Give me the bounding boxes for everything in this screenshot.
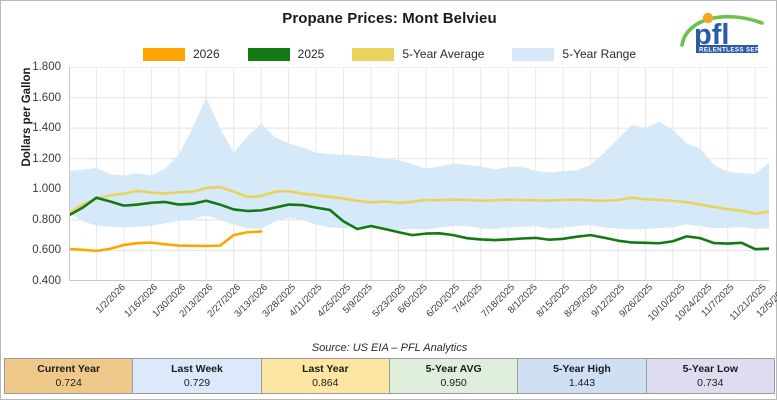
- legend-swatch-icon: [142, 47, 185, 61]
- stat-value: 0.724: [55, 377, 82, 389]
- x-axis-ticks: 1/2/2026 1/16/2026 1/30/2026 2/13/2026 2/27/…: [69, 282, 777, 344]
- y-tick-label: 1.000: [32, 183, 61, 196]
- five-year-range-band: [69, 97, 769, 230]
- stat-cell-current-year: Current Year 0.724: [5, 359, 134, 393]
- stat-label: Last Week: [171, 363, 223, 375]
- logo-tagline: RELENTLESS SERVICE: [699, 47, 768, 54]
- logo-dot-icon: [702, 12, 714, 24]
- legend-item-5-year-average[interactable]: 5-Year Average: [352, 47, 484, 61]
- stat-value: 0.734: [697, 377, 724, 389]
- y-tick-label: 1.600: [32, 91, 61, 104]
- stat-cell-last-week: Last Week 0.729: [133, 359, 262, 393]
- legend-item-2026[interactable]: 2026: [142, 47, 220, 61]
- legend-label: 5-Year Range: [562, 47, 637, 61]
- source-note: Source: US EIA – PFL Analytics: [311, 342, 468, 354]
- y-tick-label: 0.600: [32, 244, 61, 257]
- y-axis-ticks: 1.800 1.600 1.400 1.200 1.000 0.800 0.600 0.400: [11, 61, 61, 287]
- y-tick-label: 1.800: [32, 61, 61, 73]
- stat-label: 5-Year AVG: [425, 363, 482, 375]
- pfl-logo-svg: pfl RELENTLESS SERVICE: [680, 12, 775, 54]
- page-title: Propane Prices: Mont Belvieu: [282, 10, 497, 27]
- stat-value: 0.729: [183, 377, 211, 389]
- legend-item-5-year-range[interactable]: 5-Year Range: [512, 47, 636, 61]
- stat-cell-5-year-high: 5-Year High 1.443: [518, 359, 647, 393]
- plot-svg: [69, 67, 769, 281]
- stat-label: Last Year: [302, 363, 349, 375]
- legend-swatch-icon: [247, 47, 290, 61]
- stat-label: 5-Year Low: [682, 363, 739, 375]
- y-tick-label: 0.400: [32, 275, 61, 287]
- legend-swatch-icon: [352, 47, 395, 61]
- series-line-2026: [69, 230, 263, 253]
- stat-label: Current Year: [37, 363, 101, 375]
- summary-stats-table: Current Year 0.724 Last Week 0.729 Last Year…: [4, 358, 775, 394]
- legend-label: 5-Year Average: [402, 47, 485, 61]
- stat-value: 0.864: [312, 377, 339, 389]
- logo-tagline-bar: [696, 45, 758, 53]
- legend-label: 2025: [297, 47, 325, 61]
- legend-label: 2026: [192, 47, 220, 61]
- chart-legend: 2026 2025 5-Year Average 5-Year Range: [1, 47, 777, 61]
- stat-value: 0.950: [440, 377, 467, 389]
- stat-cell-5-year-avg: 5-Year AVG 0.950: [389, 359, 519, 393]
- series-line-5-year-average: [69, 185, 769, 216]
- y-tick-label: 1.200: [32, 152, 61, 165]
- stat-cell-last-year: Last Year 0.864: [261, 359, 390, 393]
- stat-label: 5-Year High: [553, 363, 611, 375]
- stat-cell-5-year-low: 5-Year Low 0.734: [646, 359, 774, 393]
- y-tick-label: 0.800: [32, 213, 61, 226]
- pfl-logo: pfl RELENTLESS SERVICE: [676, 7, 775, 57]
- series-line-2025: [69, 196, 769, 251]
- legend-swatch-icon: [512, 47, 555, 61]
- stat-value: 1.443: [568, 377, 596, 389]
- legend-item-2025[interactable]: 2025: [247, 47, 325, 61]
- plot-area: [69, 67, 769, 281]
- y-tick-label: 1.400: [32, 122, 61, 135]
